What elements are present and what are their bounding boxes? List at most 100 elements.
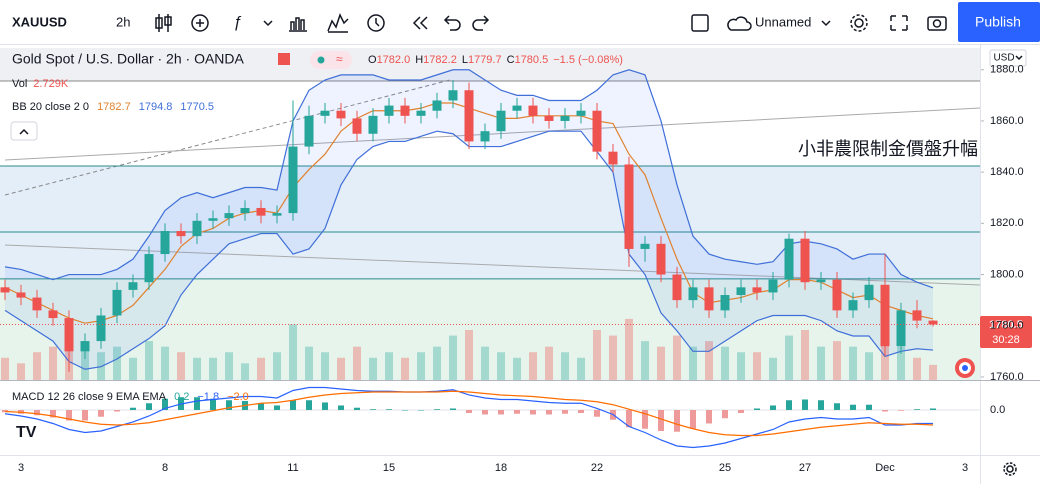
volume-bar: [897, 346, 905, 380]
macd-histogram-bar: [690, 409, 696, 429]
volume-bar: [497, 352, 505, 380]
fx-icon[interactable]: ƒ: [233, 14, 242, 31]
candle-body: [832, 279, 842, 311]
volume-bar: [481, 346, 489, 380]
compare-icon[interactable]: [327, 13, 349, 33]
candle-body: [256, 207, 266, 216]
redo-icon: [472, 15, 490, 31]
macd-histogram-bar: [722, 409, 728, 419]
chart-type-icon[interactable]: [155, 14, 172, 32]
macd-histogram-bar: [338, 405, 344, 410]
volume-bar: [321, 352, 329, 380]
interval[interactable]: 2h: [116, 14, 130, 29]
volume-bar: [721, 346, 729, 380]
dropdown-icon[interactable]: [263, 20, 273, 27]
change: −1.5 (−0.08%): [553, 54, 623, 66]
candle-body: [192, 220, 202, 237]
cloud-icon[interactable]: [727, 16, 752, 31]
candle-body: [352, 118, 362, 134]
alert-icon[interactable]: [367, 14, 385, 32]
volume-bar: [833, 341, 841, 380]
y-tick-label: 1840.0: [990, 166, 1024, 178]
publish-button[interactable]: [958, 2, 1040, 42]
template-icon[interactable]: [289, 17, 307, 32]
candle-body: [800, 238, 810, 283]
candle-body: [112, 289, 122, 316]
candle-body: [880, 284, 890, 347]
candle-body: [64, 318, 74, 352]
dropdown-icon[interactable]: [1015, 55, 1023, 61]
macd-histogram-bar: [930, 408, 936, 410]
dropdown-icon[interactable]: [821, 20, 831, 27]
candle-body: [688, 287, 698, 301]
annotation: 小非農限制金價盤升幅: [798, 139, 978, 159]
add-indicator-icon[interactable]: [191, 14, 209, 32]
macd-histogram-bar: [450, 408, 456, 410]
volume-bar: [913, 357, 921, 380]
undo-icon[interactable]: [443, 15, 461, 31]
volume-bar: [145, 341, 153, 380]
fullscreen-toggle[interactable]: [691, 14, 709, 32]
publish-label[interactable]: Publish: [975, 14, 1021, 30]
macd-histogram-bar: [530, 409, 536, 415]
macd-histogram-bar: [82, 409, 88, 421]
candle-body: [272, 213, 282, 216]
chart-title: Gold Spot / U.S. Dollar · 2h · OANDA: [12, 51, 245, 67]
bb-label: BB 20 close 2 0: [12, 101, 89, 113]
candle-body: [544, 115, 554, 121]
ohlc-value: 1779.7: [468, 54, 502, 66]
candle-body: [528, 105, 538, 116]
candle-body: [784, 238, 794, 280]
macd-histogram-bar: [914, 409, 920, 410]
candle-body: [928, 320, 938, 325]
plot: [0, 69, 984, 449]
candle-body: [320, 110, 330, 116]
macd-histogram-bar: [354, 407, 360, 410]
toolbar: [0, 0, 1040, 44]
settings-icon[interactable]: [1003, 462, 1017, 476]
x-tick-label: 8: [162, 462, 168, 474]
volume-bar: [545, 346, 553, 380]
volume-bar: [81, 341, 89, 380]
layout-name[interactable]: Unnamed: [755, 14, 811, 29]
x-tick-label: 15: [383, 462, 395, 474]
collapse-icon[interactable]: [19, 128, 29, 135]
macd-histogram-bar: [114, 409, 120, 412]
volume-bar: [593, 330, 601, 380]
snapshot-icon[interactable]: [927, 16, 947, 31]
expand-icon[interactable]: [890, 15, 908, 31]
volume-bar: [801, 330, 809, 380]
volume-bar: [113, 346, 121, 380]
candle-body: [576, 110, 586, 116]
candle-body: [288, 146, 298, 214]
currency-box[interactable]: [989, 49, 1027, 67]
candle-body: [768, 279, 778, 293]
replay-icon[interactable]: [412, 16, 428, 30]
volume-bar: [161, 346, 169, 380]
macd-histogram-bar: [818, 400, 824, 410]
settings-icon[interactable]: [850, 14, 868, 32]
candle-body: [416, 110, 426, 116]
flag: [278, 53, 290, 65]
status-pill: [310, 51, 352, 69]
macd-histogram-bar: [162, 398, 168, 410]
volume-bar: [305, 346, 313, 380]
candle-body: [608, 151, 618, 165]
macd-histogram-bar: [274, 405, 280, 410]
macd-histogram-bar: [226, 400, 232, 410]
candle-body: [704, 287, 714, 311]
symbol[interactable]: XAUUSD: [12, 14, 67, 29]
volume-bar: [273, 352, 281, 380]
volume-label: Vol: [12, 78, 27, 90]
volume-bar: [673, 335, 681, 380]
x-tick-label: 18: [495, 462, 507, 474]
ohlc-value: 1782.2: [423, 54, 457, 66]
volume-bar: [337, 357, 345, 380]
y-tick-label: 1820.0: [990, 217, 1024, 229]
currency[interactable]: USD: [993, 53, 1014, 64]
y-tick-label: 1860.0: [990, 115, 1024, 127]
candle-body: [624, 164, 634, 249]
zone: [0, 166, 980, 279]
macd-legend: MACD 12 26 close 9 EMA EMA 0.2 −1.8 −2.0: [12, 391, 249, 403]
